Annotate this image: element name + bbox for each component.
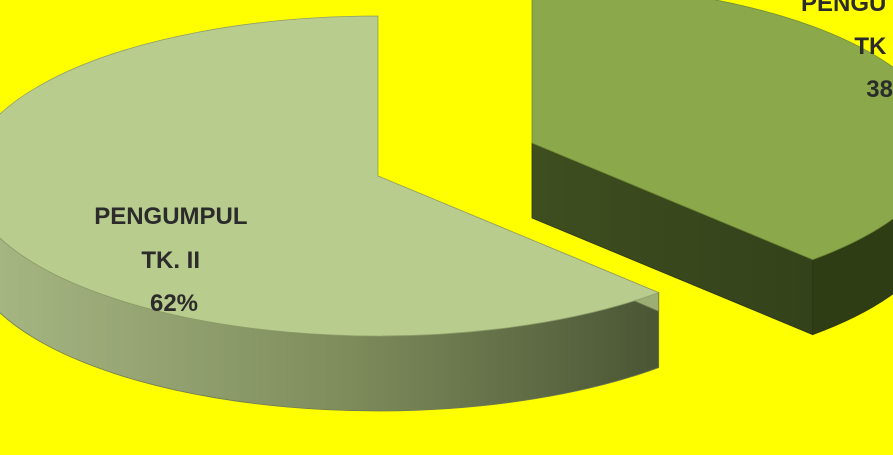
label-line-3: 62% (150, 290, 198, 317)
label-line-2: TK (854, 33, 887, 60)
slice-pengumpul-tk-i: PENGU TK 38 (531, 0, 893, 336)
slice-pengumpul-tk-i-label: PENGU TK 38 (801, 0, 893, 103)
label-line-1: PENGU (801, 0, 886, 17)
label-line-3: 38 (866, 76, 893, 103)
slice-pengumpul-tk-ii-label: PENGUMPUL TK. II 62% (94, 203, 254, 317)
slice-pengumpul-tk-i-side (812, 218, 893, 336)
slice-pengumpul-tk-ii-top (0, 15, 660, 337)
label-line-2: TK. II (141, 247, 200, 274)
label-line-1: PENGUMPUL (94, 203, 247, 230)
slice-pengumpul-tk-i-top (531, 0, 893, 261)
slice-pengumpul-tk-ii: PENGUMPUL TK. II 62% (0, 15, 660, 412)
